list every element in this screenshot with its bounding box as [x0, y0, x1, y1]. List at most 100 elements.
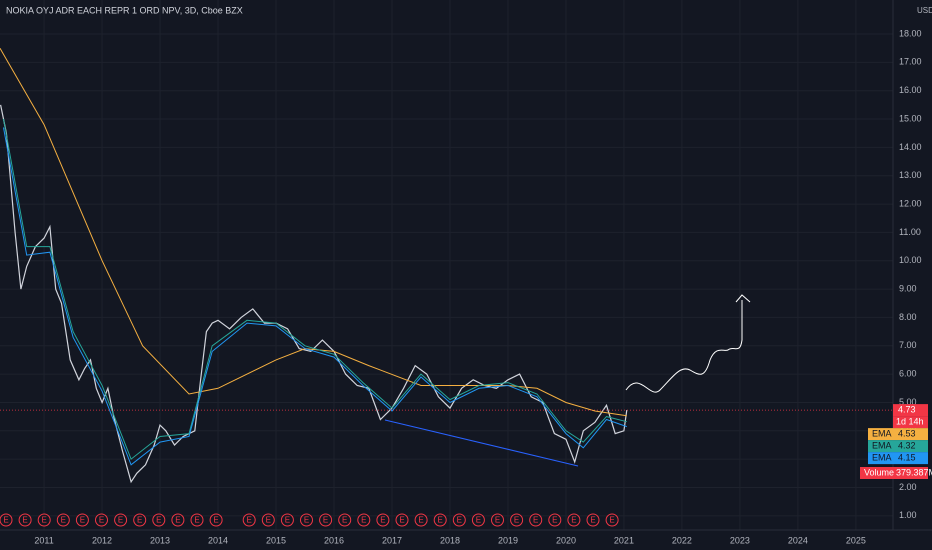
- earnings-circle: [338, 513, 352, 527]
- earnings-marker: E: [114, 513, 128, 527]
- earnings-circle: [280, 513, 294, 527]
- earnings-circle: [433, 513, 447, 527]
- y-tick-label: 12.00: [899, 198, 922, 208]
- plot: [0, 47, 628, 484]
- price-label-box: [893, 404, 928, 417]
- earnings-marker: E: [357, 513, 371, 527]
- earnings-marker: E: [152, 513, 166, 527]
- earnings-circle: [548, 513, 562, 527]
- earnings-circle: [133, 513, 147, 527]
- y-tick-label: 7.00: [899, 340, 917, 350]
- earnings-letter: E: [609, 516, 614, 525]
- chart-title: NOKIA OYJ ADR EACH REPR 1 ORD NPV, 3D, C…: [6, 5, 243, 15]
- earnings-circle: [56, 513, 70, 527]
- x-tick-label: 2017: [382, 535, 402, 545]
- x-tick-label: 2014: [208, 535, 228, 545]
- earnings-marker: E: [338, 513, 352, 527]
- x-tick-label: 2020: [556, 535, 576, 545]
- earnings-circle: [586, 513, 600, 527]
- x-tick-label: 2013: [150, 535, 170, 545]
- y-tick-label: 15.00: [899, 113, 922, 123]
- earnings-circle: [261, 513, 275, 527]
- countdown-label: 1d 14h: [896, 416, 924, 426]
- earnings-letter: E: [590, 516, 595, 525]
- x-tick-label: 2023: [730, 535, 750, 545]
- y-tick-label: 1.00: [899, 510, 917, 520]
- ema-line: [3, 118, 627, 460]
- earnings-marker: E: [37, 513, 51, 527]
- x-tick-label: 2018: [440, 535, 460, 545]
- earnings-circle: [242, 513, 256, 527]
- currency-label: USD: [917, 6, 932, 15]
- earnings-marker: E: [433, 513, 447, 527]
- ema-label-box: [868, 452, 928, 465]
- earnings-marker: E: [300, 513, 313, 527]
- earnings-letter: E: [361, 516, 366, 525]
- ema-name: EMA: [872, 452, 892, 462]
- earnings-letter: E: [495, 516, 500, 525]
- price-label: 4.73: [898, 404, 916, 414]
- earnings-letter: E: [175, 516, 180, 525]
- earnings-letter: E: [137, 516, 142, 525]
- freehand-drawing: [625, 294, 751, 393]
- y-tick-label: 5.00: [899, 397, 917, 407]
- ema-line: [0, 47, 627, 417]
- earnings-circle: [414, 513, 428, 527]
- x-tick-label: 2022: [672, 535, 692, 545]
- earnings-marker: E: [190, 513, 204, 527]
- earnings-circle: [376, 513, 390, 527]
- earnings-circle: [510, 513, 524, 527]
- earnings-marker: E: [18, 513, 32, 527]
- earnings-circle: [209, 513, 223, 527]
- earnings-letter: E: [514, 516, 519, 525]
- earnings-letter: E: [22, 516, 27, 525]
- earnings-letter: E: [194, 516, 199, 525]
- earnings-letter: E: [247, 516, 252, 525]
- earnings-letter: E: [156, 516, 161, 525]
- y-tick-label: 9.00: [899, 283, 917, 293]
- earnings-circle: [605, 513, 619, 527]
- earnings-circle: [452, 513, 466, 527]
- x-tick-label: 2015: [266, 535, 286, 545]
- earnings-marker: E: [209, 513, 223, 527]
- earnings-circle: [357, 513, 371, 527]
- earnings-circle: [95, 513, 108, 527]
- countdown-box: [893, 416, 928, 429]
- y-tick-label: 11.00: [899, 227, 921, 237]
- earnings-marker: E: [395, 513, 409, 527]
- earnings-circle: [190, 513, 204, 527]
- x-tick-label: 2019: [498, 535, 518, 545]
- earnings-circle: [319, 513, 333, 527]
- earnings-circle: [18, 513, 32, 527]
- ema-value: 4.32: [898, 440, 916, 450]
- y-tick-label: 16.00: [899, 85, 922, 95]
- earnings-marker: E: [242, 513, 256, 527]
- earnings-marker: E: [0, 513, 13, 527]
- ema-name: EMA: [872, 440, 892, 450]
- earnings-letter: E: [571, 516, 576, 525]
- earnings-circle: [300, 513, 313, 527]
- ema-line: [3, 127, 627, 466]
- earnings-marker: E: [491, 513, 504, 527]
- earnings-circle: [395, 513, 409, 527]
- y-tick-label: 14.00: [899, 142, 922, 152]
- trend-line: [384, 419, 579, 467]
- earnings-circle: [171, 513, 185, 527]
- earnings-circle: [529, 513, 543, 527]
- earnings-letter: E: [285, 516, 290, 525]
- x-tick-label: 2025: [846, 535, 866, 545]
- earnings-letter: E: [438, 516, 443, 525]
- earnings-letter: E: [304, 516, 309, 525]
- earnings-circle: [491, 513, 504, 527]
- earnings-letter: E: [99, 516, 104, 525]
- earnings-marker: E: [171, 513, 185, 527]
- earnings-marker: E: [95, 513, 108, 527]
- y-tick-label: 2.00: [899, 482, 917, 492]
- y-tick-label: 13.00: [899, 170, 922, 180]
- earnings-marker: E: [605, 513, 619, 527]
- price-line: [0, 104, 628, 484]
- volume-label-box: [860, 467, 928, 479]
- y-tick-label: 8.00: [899, 312, 917, 322]
- earnings-marker: E: [510, 513, 524, 527]
